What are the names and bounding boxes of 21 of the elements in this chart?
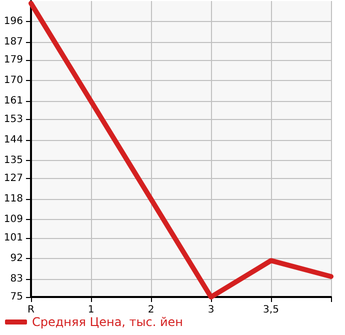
y-tick-label: 135 bbox=[4, 154, 23, 166]
x-tick-label: 1 bbox=[88, 304, 94, 316]
y-tick-label: 101 bbox=[4, 232, 23, 244]
y-tick-label: 153 bbox=[4, 114, 23, 125]
y-tick-label: 75 bbox=[10, 292, 23, 302]
y-tick-label: 83 bbox=[10, 273, 23, 284]
legend-label: Средняя Цена, тыс. йен bbox=[32, 315, 184, 329]
x-tick-label: 3,5 bbox=[263, 304, 279, 316]
y-tick-label: 118 bbox=[4, 194, 23, 205]
x-tick-label: R bbox=[28, 304, 35, 316]
y-tick-label: 170 bbox=[4, 75, 23, 86]
y-tick-label: 179 bbox=[4, 54, 23, 66]
y-tick-label: 187 bbox=[4, 36, 23, 48]
y-tick-label: 92 bbox=[10, 252, 23, 264]
x-tick-label: 2 bbox=[148, 304, 154, 316]
x-tick-label: 3 bbox=[208, 304, 214, 316]
y-tick-label: 196 bbox=[4, 16, 23, 27]
y-tick-label: 144 bbox=[4, 134, 23, 146]
y-tick-label: 127 bbox=[4, 173, 23, 184]
y-tick-label: 109 bbox=[4, 214, 23, 226]
y-tick-label: 161 bbox=[4, 96, 23, 107]
